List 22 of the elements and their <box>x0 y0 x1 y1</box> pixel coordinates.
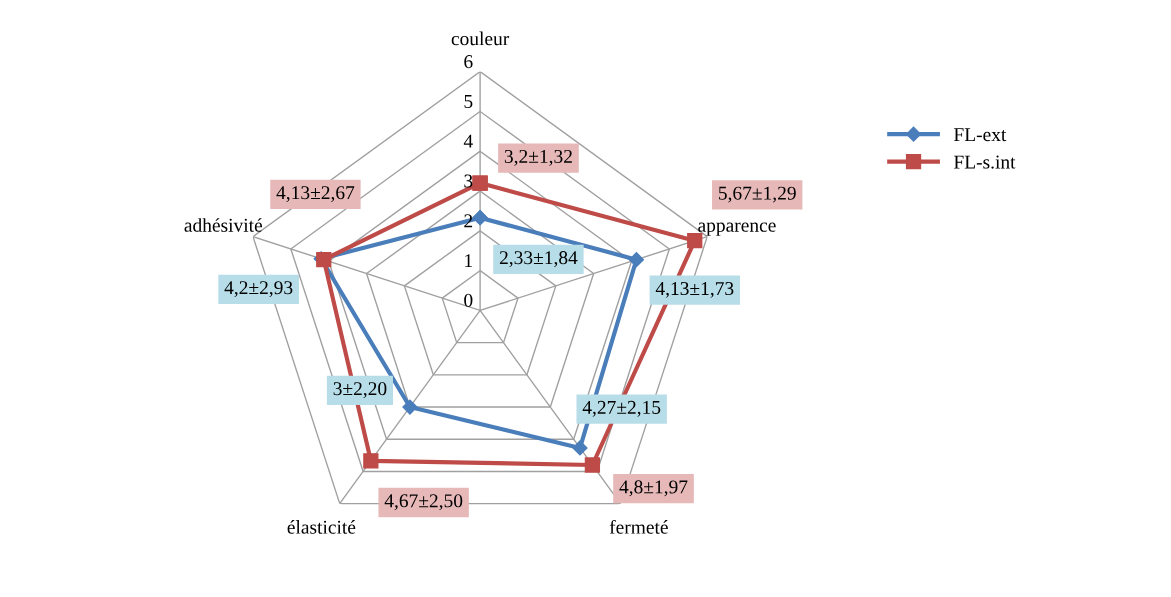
data-label: 4,8±1,97 <box>619 480 688 497</box>
spoke-label: apparence <box>698 222 776 236</box>
legend-label: FL-ext <box>953 128 1007 142</box>
y-tick-label: 5 <box>464 95 473 108</box>
data-label: 4,2±2,93 <box>224 281 293 298</box>
spoke-label: fermeté <box>609 519 668 534</box>
y-tick-label: 0 <box>464 293 473 307</box>
data-label: 4,27±2,15 <box>582 400 661 417</box>
y-tick-label: 6 <box>464 55 473 69</box>
spoke-label: adhésivité <box>184 218 263 232</box>
spoke-label: élasticité <box>287 520 356 534</box>
y-tick-label: 4 <box>463 134 473 148</box>
data-label: 3,2±1,32 <box>504 149 572 166</box>
data-label: 4,67±2,50 <box>384 494 463 511</box>
y-tick-label: 1 <box>465 254 472 267</box>
spoke-label: couleur <box>451 31 510 46</box>
legend-label: FL-s.int <box>953 155 1016 169</box>
data-label: 4,13±2,67 <box>276 186 355 203</box>
data-label: 5,67±1,29 <box>719 186 796 203</box>
data-label: 3±2,20 <box>333 382 387 399</box>
data-label: 2,33±1,84 <box>499 251 578 268</box>
data-label: 4,13±1,73 <box>655 282 734 298</box>
